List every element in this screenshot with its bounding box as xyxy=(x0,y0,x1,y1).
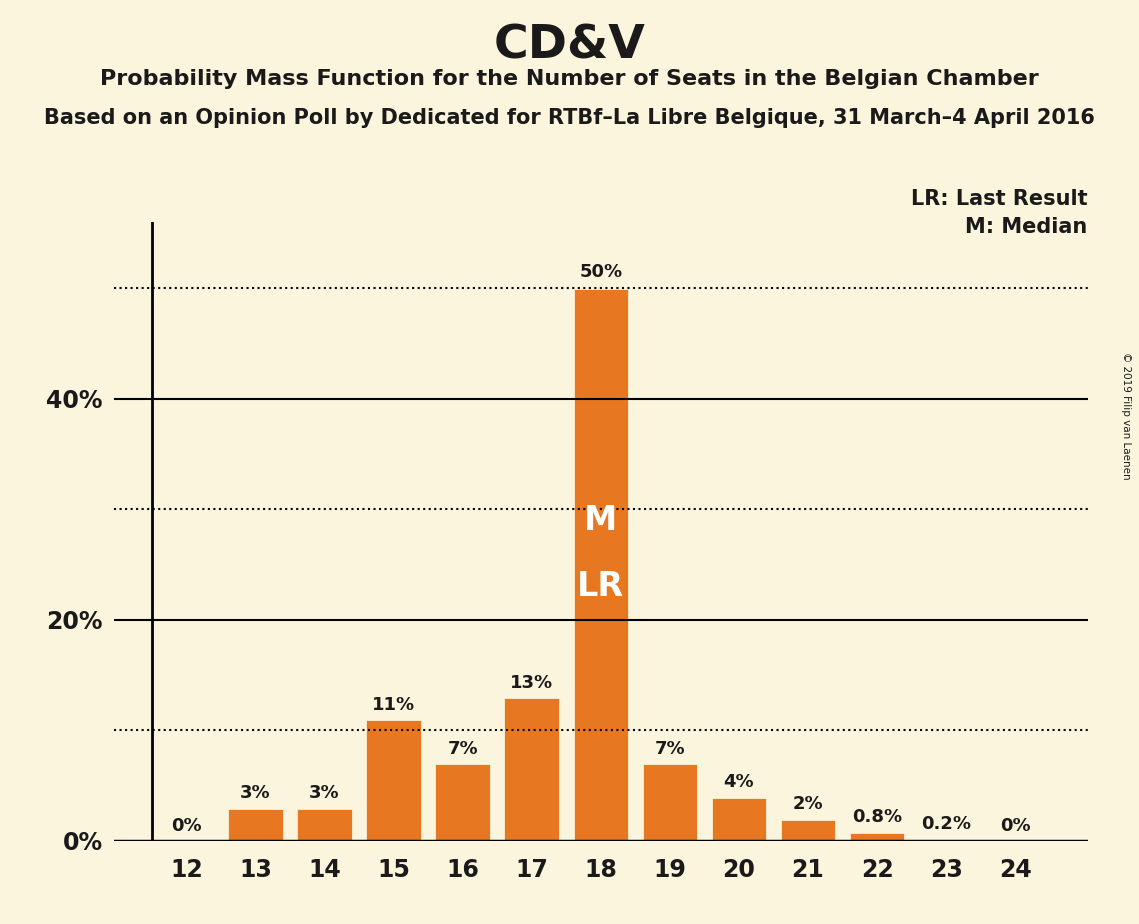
Bar xyxy=(573,288,629,841)
Bar xyxy=(227,808,284,841)
Text: 4%: 4% xyxy=(723,773,754,791)
Text: 3%: 3% xyxy=(310,784,339,802)
Text: 3%: 3% xyxy=(240,784,271,802)
Text: Probability Mass Function for the Number of Seats in the Belgian Chamber: Probability Mass Function for the Number… xyxy=(100,69,1039,90)
Bar xyxy=(366,719,421,841)
Bar xyxy=(711,796,768,841)
Text: 0.8%: 0.8% xyxy=(852,808,902,826)
Bar xyxy=(641,763,698,841)
Text: 0%: 0% xyxy=(171,818,202,835)
Bar xyxy=(849,832,906,841)
Text: M: Median: M: Median xyxy=(966,217,1088,237)
Text: 0%: 0% xyxy=(1000,818,1031,835)
Bar xyxy=(780,819,836,841)
Text: M: M xyxy=(584,504,617,537)
Text: 7%: 7% xyxy=(448,740,478,758)
Text: LR: Last Result: LR: Last Result xyxy=(911,189,1088,210)
Text: 0.2%: 0.2% xyxy=(921,815,972,833)
Text: 7%: 7% xyxy=(655,740,686,758)
Bar xyxy=(918,839,975,841)
Text: © 2019 Filip van Laenen: © 2019 Filip van Laenen xyxy=(1121,352,1131,480)
Bar xyxy=(503,697,560,841)
Text: 11%: 11% xyxy=(372,696,416,713)
Bar xyxy=(296,808,353,841)
Text: Based on an Opinion Poll by Dedicated for RTBf–La Libre Belgique, 31 March–4 Apr: Based on an Opinion Poll by Dedicated fo… xyxy=(44,108,1095,128)
Text: 50%: 50% xyxy=(580,263,622,282)
Text: LR: LR xyxy=(577,570,624,603)
Text: 2%: 2% xyxy=(793,796,823,813)
Bar xyxy=(434,763,491,841)
Text: CD&V: CD&V xyxy=(493,23,646,68)
Text: 13%: 13% xyxy=(510,674,554,691)
